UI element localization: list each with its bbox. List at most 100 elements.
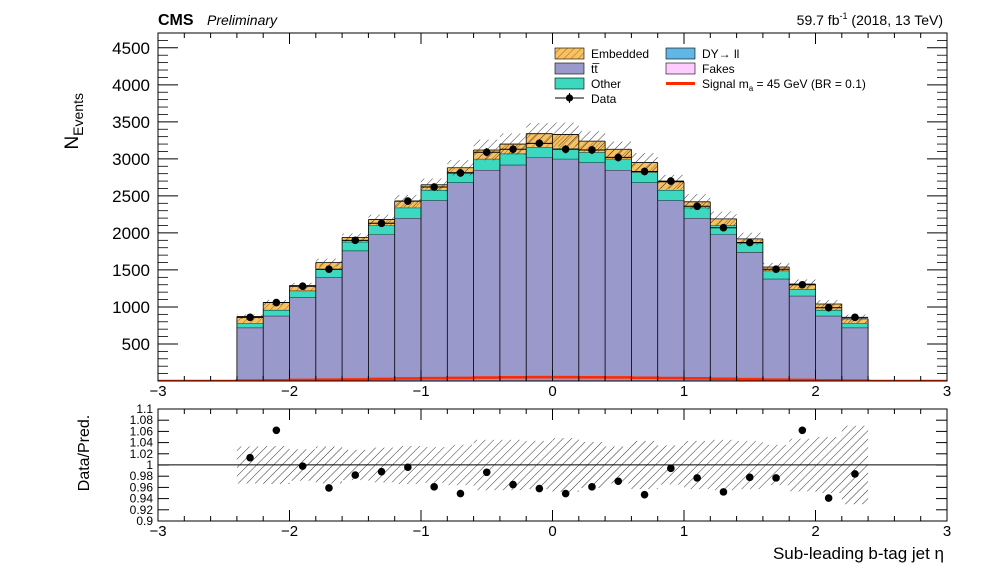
ratio-point-4 [351,471,360,479]
lumi-label: 59.7 fb-1 (2018, 13 TeV) [797,11,943,28]
legend-swatch-embedded [554,47,585,60]
ratio-point-11 [535,484,544,493]
lumi-value: 59.7 fb [797,12,840,28]
main-ytick-label-1: 1000 [112,298,150,317]
legend-signal-rest: = 45 GeV (BR = 0.1) [753,77,866,91]
lumi-exponent: -1 [840,11,848,21]
ratio-point-22 [824,494,833,502]
bar-other-12 [552,148,579,159]
ratio-xtick-label-5: 2 [811,523,819,540]
bar-ttbar-7 [421,200,448,381]
data-point-10 [509,145,517,154]
ratio-ytick-label-8: 1.06 [130,424,154,438]
bar-ttbar-23 [841,327,869,381]
main-axes: 500 1000 1500 2000 2500 3000 3500 4000 4500 −3 −3 −… [112,32,951,540]
x-axis-label: Sub-leading b-tag jet η [773,544,944,563]
bar-ttbar-10 [499,164,527,381]
bar-ttbar-18 [710,234,737,381]
bar-other-21 [789,289,816,296]
data-point-12 [561,145,570,154]
data-point-4 [351,236,360,245]
legend-dy-suffix: ll [731,47,740,61]
data-point-5 [377,219,386,228]
data-point-8 [456,169,465,177]
data-point-23 [851,313,859,322]
ratio-point-17 [693,474,701,482]
bar-ttbar-12 [552,158,579,381]
bar-ttbar-2 [289,297,316,381]
data-point-22 [824,303,833,312]
main-xtick-label-3: 0 [548,383,556,400]
bar-ttbar-14 [605,169,632,381]
data-point-18 [719,223,728,232]
main-xtick-label-4: 1 [680,383,688,400]
data-point-19 [745,238,754,247]
ratio-xtick-label-1: −2 [281,523,298,540]
legend-swatch-dy [665,47,696,60]
data-point-2 [298,282,307,291]
unc-band-18 [710,211,737,227]
main-ytick-label-2: 1500 [112,261,150,280]
bar-ttbar-3 [315,277,343,381]
unc-band-13 [578,131,606,151]
legend-label-ttbar: tt̅ [591,62,600,76]
ratio-ytick-label-1: 0.92 [130,503,154,517]
main-xtick-label-6: 3 [943,383,951,400]
ratio-point-16 [667,464,675,473]
bar-ttbar-8 [447,182,474,381]
ratio-point-10 [509,480,517,489]
main-ytick-label-4: 2500 [112,187,150,206]
bar-ttbar-19 [736,252,763,381]
bar-other-16 [657,189,684,201]
ratio-points [246,426,859,502]
ratio-xtick-label-2: −1 [412,523,429,540]
ratio-point-5 [377,467,386,476]
data-point-20 [772,265,780,273]
bar-ttbar-15 [631,182,658,381]
ratio-point-7 [430,483,438,491]
overlay-layer [158,122,947,381]
legend-signal-sub: a [749,84,754,93]
data-point-13 [588,146,596,154]
bar-other-7 [421,189,448,201]
bar-other-1 [263,309,290,316]
bar-ttbar-21 [789,295,816,381]
legend-signal-prefix: Signal m [702,77,749,91]
ratio-point-9 [482,468,491,477]
ratio-point-23 [851,470,859,478]
bar-other-9 [473,158,500,170]
bar-other-8 [447,172,474,183]
legend-swatch-other [554,77,585,90]
bar-other-2 [289,290,316,298]
legend-label-data: Data [591,92,617,106]
bar-ttbar-5 [368,234,395,381]
main-ytick-label-6: 3500 [112,113,150,132]
unc-band-12 [552,122,579,147]
legend-label-other: Other [591,77,621,91]
bar-other-15 [631,172,658,183]
ratio-ytick-label-7: 1.04 [130,436,154,450]
ratio-ytick-label-3: 0.96 [130,480,154,494]
legend-dy-arrow: → [719,47,731,61]
ratio-ytick-label-6: 1.02 [130,447,154,461]
data-point-14 [614,153,623,162]
bar-ttbar-17 [684,218,711,381]
main-xtick-label-1: −2 [281,383,298,400]
unc-band-8 [447,160,474,176]
main-ytick-label-8: 4500 [112,39,150,58]
unc-band-17 [684,194,711,210]
status-label: Preliminary [207,12,278,28]
ratio-xtick-label-4: 1 [680,523,688,540]
legend-label-embedded: Embedded [591,47,649,61]
ratio-ytick-label-4: 0.98 [130,469,154,483]
bar-other-3 [315,269,343,278]
bar-other-0 [236,323,264,328]
ratio-point-3 [325,484,333,492]
lumi-rest: (2018, 13 TeV) [848,12,943,28]
bar-other-4 [342,241,369,251]
bar-ttbar-22 [815,315,842,381]
bar-other-22 [815,309,842,316]
